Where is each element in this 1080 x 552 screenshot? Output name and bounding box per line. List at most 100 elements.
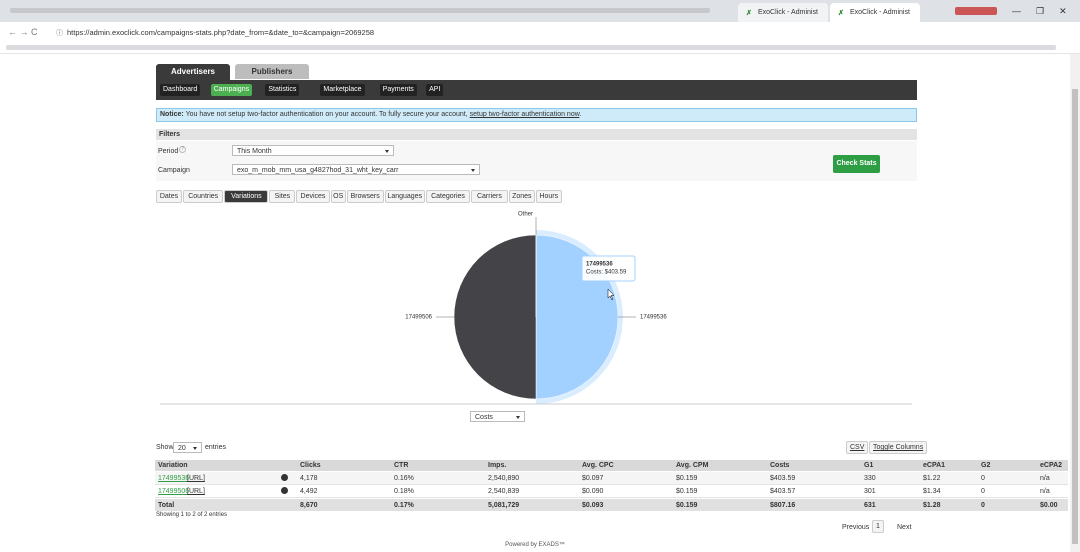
table-total-bg <box>155 499 1068 511</box>
column-header[interactable]: Clicks <box>300 462 321 469</box>
total-cell: 631 <box>864 502 876 509</box>
header-tab[interactable]: Advertisers <box>156 64 230 80</box>
column-header[interactable]: Costs <box>770 462 790 469</box>
table-cell: 0 <box>981 488 985 495</box>
total-cell: 0.17% <box>394 502 414 509</box>
table-cell: 2,540,839 <box>488 488 520 495</box>
tab-title: ExoClick - Administ <box>758 9 818 16</box>
table-cell: 330 <box>864 475 876 482</box>
url-link[interactable]: [URL] <box>187 488 205 495</box>
table-cell: 2,540,890 <box>488 475 520 482</box>
pie-chart: 17499536 17499506 Other 17499536 Costs: $403… <box>160 212 912 405</box>
total-cell: 0 <box>981 502 985 509</box>
row-icon[interactable] <box>281 487 288 494</box>
total-cell: $1.28 <box>923 502 941 509</box>
nav-item[interactable]: Campaigns <box>210 84 253 96</box>
url: https://admin.exoclick.com/campaigns-sta… <box>67 28 375 37</box>
csv-button[interactable]: CSV <box>846 441 869 454</box>
view-tab[interactable]: Devices <box>296 190 330 203</box>
table-cell: 4,178 <box>300 475 318 482</box>
header-tab[interactable]: Publishers <box>235 64 309 79</box>
notice: Notice: You have not setup two-factor au… <box>156 108 917 122</box>
view-tab[interactable]: Categories <box>426 190 470 203</box>
column-header[interactable]: Variation <box>158 462 188 469</box>
url-link[interactable]: [URL] <box>187 475 205 482</box>
view-tab[interactable]: Variations <box>224 190 269 203</box>
column-header[interactable]: CTR <box>394 462 409 469</box>
view-tab[interactable]: Sites <box>269 190 296 203</box>
browser-tab[interactable]: ✗ ExoClick - Administ <box>830 3 920 22</box>
table-info: Showing 1 to 2 of 2 entries <box>156 512 228 518</box>
pagination-page[interactable]: 1 <box>872 520 884 533</box>
table-cell: $1.34 <box>923 488 941 495</box>
pagination-prev[interactable]: Previous <box>842 524 870 531</box>
notice-link[interactable]: setup two-factor authentication now <box>469 111 580 118</box>
row-icon[interactable] <box>281 474 288 481</box>
table-cell: $403.57 <box>770 488 796 495</box>
view-tab[interactable]: Carriers <box>471 190 508 203</box>
column-header[interactable]: eCPA2 <box>1040 462 1063 469</box>
cursor <box>607 288 615 301</box>
total-cell: $0.159 <box>676 502 698 509</box>
pie-slice <box>453 234 537 400</box>
view-tab[interactable]: Browsers <box>346 190 384 203</box>
column-header[interactable]: Avg. CPC <box>582 462 614 469</box>
table-cell: $0.159 <box>676 488 698 495</box>
view-tab[interactable]: Dates <box>156 190 182 203</box>
tab-title: ExoClick - Administ <box>850 9 910 16</box>
variation-link[interactable]: 17499506 <box>158 488 190 495</box>
table-cell: $0.097 <box>582 475 604 482</box>
total-cell: $0.00 <box>1040 502 1058 509</box>
column-header[interactable]: Avg. CPM <box>676 462 709 469</box>
view-tab[interactable]: OS <box>330 190 346 203</box>
table-row-bg <box>155 485 1068 498</box>
table-row-bg <box>155 472 1068 485</box>
total-cell: Total <box>158 502 175 509</box>
nav-item[interactable]: Marketplace <box>320 84 365 96</box>
table-cell: $0.090 <box>582 488 604 495</box>
period-select[interactable]: This Month <box>232 145 394 156</box>
metric-select[interactable]: Costs <box>470 411 525 422</box>
total-cell: 8,670 <box>300 502 318 509</box>
view-tab[interactable]: Countries <box>183 190 224 203</box>
pagination-next[interactable]: Next <box>897 524 912 531</box>
table-cell: 0 <box>981 475 985 482</box>
table-header-bg <box>155 460 1068 471</box>
browser-tab[interactable]: ✗ ExoClick - Administ <box>738 3 828 22</box>
view-tab[interactable]: Hours <box>535 190 562 203</box>
table-cell: 0.16% <box>394 475 414 482</box>
column-header[interactable]: G2 <box>981 462 991 469</box>
toggle-columns-button[interactable]: Toggle Columns <box>869 441 928 454</box>
check-stats-button[interactable]: Check Stats <box>833 155 880 173</box>
help-icon[interactable]: ? <box>179 146 186 153</box>
table-cell: $1.22 <box>923 475 941 482</box>
table-cell: n/a <box>1040 488 1050 495</box>
column-header[interactable]: Imps. <box>488 462 507 469</box>
notice-text: You have not setup two-factor authentica… <box>185 111 468 118</box>
scrollbar[interactable] <box>1070 54 1080 552</box>
table-cell: 301 <box>864 488 876 495</box>
total-cell: $807.16 <box>770 502 796 509</box>
table-cell: 0.18% <box>394 488 414 495</box>
table-cell: 4,492 <box>300 488 318 495</box>
column-header[interactable]: eCPA1 <box>923 462 946 469</box>
variation-link[interactable]: 17499536 <box>158 475 190 482</box>
address-bar[interactable]: ⓘ https://admin.exoclick.com/campaigns-st… <box>56 28 375 37</box>
length-label: entries <box>205 444 227 451</box>
column-header[interactable]: G1 <box>864 462 874 469</box>
nav-item[interactable]: Dashboard <box>160 84 201 96</box>
nav-item[interactable]: API <box>426 84 444 96</box>
view-tab[interactable]: Languages <box>384 190 425 203</box>
notice-end: . <box>579 111 582 118</box>
view-tab[interactable]: Zones <box>508 190 535 203</box>
label: Campaign <box>158 167 190 174</box>
nav-item[interactable]: Payments <box>379 84 417 96</box>
filters-header: Filters <box>156 129 917 140</box>
nav-item[interactable]: Statistics <box>265 84 300 96</box>
tooltip-title: 17499536 <box>586 262 613 268</box>
table-cell: n/a <box>1040 475 1050 482</box>
campaign-select[interactable]: exo_m_mob_mm_usa_g4827hod_31_wht_key_car… <box>232 164 480 175</box>
length-select[interactable]: 20 <box>173 442 202 453</box>
tooltip <box>581 255 636 282</box>
